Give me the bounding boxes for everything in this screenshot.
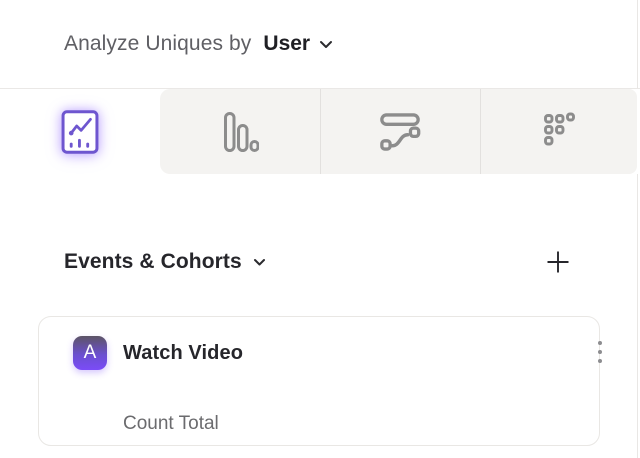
analyze-uniques-label: Analyze Uniques by	[64, 32, 252, 55]
uniques-by-value: User	[263, 32, 311, 55]
event-card[interactable]: A Watch Video Count Total	[38, 316, 600, 446]
tab-divider	[480, 89, 481, 174]
events-cohorts-dropdown[interactable]: Events & Cohorts	[64, 248, 266, 276]
analysis-header: Analyze Uniques by User	[0, 0, 640, 89]
panel-right-border	[637, 0, 638, 458]
event-options-button[interactable]	[590, 330, 610, 374]
add-event-button[interactable]	[540, 244, 576, 280]
dots-grid-icon	[544, 112, 575, 145]
line-chart-icon	[61, 109, 99, 154]
uniques-by-dropdown[interactable]: User	[263, 32, 333, 56]
kebab-dot	[598, 359, 602, 363]
events-cohorts-label: Events & Cohorts	[64, 250, 242, 273]
kebab-dot	[598, 341, 602, 345]
event-name[interactable]: Watch Video	[123, 341, 244, 364]
tab-flows[interactable]	[320, 89, 480, 174]
chevron-down-icon	[253, 258, 265, 265]
event-card-main: A Watch Video	[39, 317, 599, 370]
tab-insights[interactable]	[0, 89, 160, 174]
flow-wave-icon	[380, 112, 421, 151]
event-measurement[interactable]: Count Total	[123, 413, 219, 434]
kebab-dot	[598, 350, 602, 354]
tab-funnels[interactable]	[160, 89, 320, 174]
tab-divider	[320, 89, 321, 174]
plus-icon	[547, 251, 569, 273]
event-letter-badge[interactable]: A	[73, 336, 107, 370]
report-type-tabs	[0, 89, 640, 174]
chevron-down-icon	[320, 40, 333, 48]
tab-retention[interactable]	[480, 89, 640, 174]
bar-chart-icon	[223, 111, 259, 152]
